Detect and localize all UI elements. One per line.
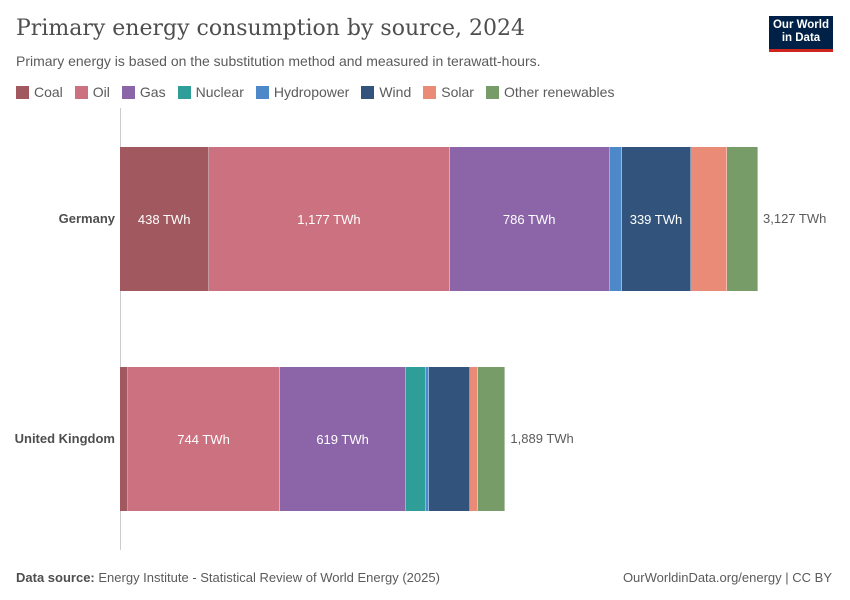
bar-segment-oil[interactable]: 1,177 TWh [209,147,450,291]
bar-segment-nuclear[interactable] [406,367,427,511]
data-source: Data source: Energy Institute - Statisti… [16,570,440,585]
legend-label: Solar [441,84,474,100]
bar-segment-oil[interactable]: 744 TWh [128,367,280,511]
legend-swatch [16,85,29,99]
bar-segment-wind[interactable]: 339 TWh [621,147,692,291]
legend-item[interactable]: Coal [16,84,63,100]
legend-label: Gas [139,84,166,100]
legend-label: Oil [92,84,110,100]
category-label: United Kingdom [14,431,115,446]
footer-link[interactable]: OurWorldinData.org/energy | CC BY [622,570,832,585]
bar-segment-solar[interactable] [691,147,727,291]
total-label: 1,889 TWh [510,431,574,446]
data-label: 619 TWh [316,431,369,447]
owid-logo[interactable]: Our World in Data [769,16,833,52]
legend-item[interactable]: Gas [121,84,166,100]
source-label: Data source: [16,570,95,585]
bar-segment-coal[interactable]: 438 TWh [120,147,210,291]
total-label: 3,127 TWh [763,211,827,226]
data-label: 744 TWh [177,431,230,447]
legend-swatch [361,85,375,99]
legend-item[interactable]: Other renewables [485,84,615,100]
logo-text: Our World in Data [772,19,829,44]
legend-swatch [255,85,269,99]
legend-item[interactable]: Wind [361,84,411,100]
legend-swatch [121,85,135,99]
legend-item[interactable]: Oil [74,84,110,100]
bar-segment-gas[interactable]: 619 TWh [279,367,407,511]
legend-item[interactable]: Hydropower [255,84,350,100]
source-text: Energy Institute - Statistical Review of… [98,570,440,585]
legend-label: Other renewables [503,84,615,100]
legend: Coal Oil Gas Nuclear Hydropower Wind Solar Othe… [16,84,614,100]
bar-segment-hydropower[interactable] [426,367,430,511]
data-label: 786 TWh [502,211,556,227]
legend-item[interactable]: Nuclear [177,84,244,100]
data-label: 1,177 TWh [297,211,361,227]
bar-segment-wind[interactable] [429,367,471,511]
bar-segment-other-renewables[interactable] [478,367,506,511]
legend-swatch [423,85,437,99]
bar-segment-solar[interactable] [470,367,479,511]
data-label: 339 TWh [629,211,683,227]
data-label: 438 TWh [137,211,191,227]
legend-label: Nuclear [195,84,244,100]
bar-segment-gas[interactable]: 786 TWh [449,147,610,291]
bar-segment-hydropower[interactable] [609,147,622,291]
legend-item[interactable]: Solar [423,84,474,100]
legend-label: Coal [34,84,63,100]
legend-swatch [74,85,88,99]
legend-label: Hydropower [273,84,350,100]
legend-swatch [177,85,191,99]
legend-label: Wind [379,84,412,100]
y-axis-line [120,108,121,550]
legend-swatch [485,85,499,99]
chart-subtitle: Primary energy is based on the substitut… [16,53,541,69]
bar-segment-other-renewables[interactable] [726,147,758,291]
chart-title: Primary energy consumption by source, 20… [16,16,525,41]
bar-segment-coal[interactable] [120,367,129,511]
category-label: Germany [58,211,115,226]
